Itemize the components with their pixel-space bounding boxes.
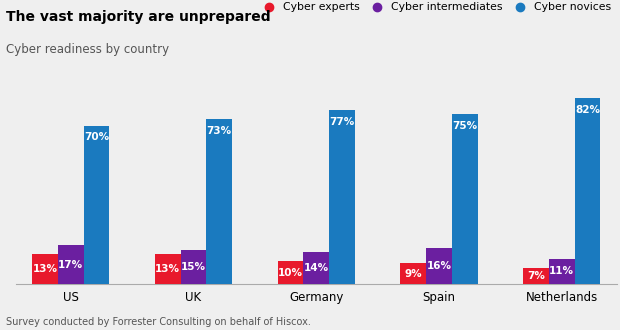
Text: 73%: 73% xyxy=(206,126,232,136)
Text: 10%: 10% xyxy=(278,268,303,278)
Bar xyxy=(303,252,329,284)
Text: The vast majority are unprepared: The vast majority are unprepared xyxy=(6,10,271,24)
Text: Survey conducted by Forrester Consulting on behalf of Hiscox.: Survey conducted by Forrester Consulting… xyxy=(6,317,311,327)
Bar xyxy=(401,263,426,284)
Bar xyxy=(549,259,575,284)
Text: 75%: 75% xyxy=(452,121,477,131)
Text: 9%: 9% xyxy=(404,269,422,279)
Legend: Cyber experts, Cyber intermediates, Cyber novices: Cyber experts, Cyber intermediates, Cybe… xyxy=(259,2,611,12)
Text: 13%: 13% xyxy=(32,264,58,274)
Text: 15%: 15% xyxy=(181,262,206,272)
Bar xyxy=(426,248,452,284)
Bar xyxy=(58,246,84,284)
Text: Cyber readiness by country: Cyber readiness by country xyxy=(6,43,169,56)
Text: 11%: 11% xyxy=(549,266,574,276)
Bar xyxy=(32,254,58,284)
Bar xyxy=(206,119,232,284)
Bar xyxy=(84,126,109,284)
Bar xyxy=(329,110,355,284)
Text: 16%: 16% xyxy=(427,261,451,271)
Bar xyxy=(278,261,303,284)
Text: 70%: 70% xyxy=(84,132,109,142)
Text: 82%: 82% xyxy=(575,105,600,115)
Bar xyxy=(452,114,477,284)
Text: 7%: 7% xyxy=(527,271,545,281)
Bar xyxy=(575,98,600,284)
Bar xyxy=(180,250,206,284)
Bar xyxy=(523,268,549,284)
Text: 13%: 13% xyxy=(155,264,180,274)
Text: 77%: 77% xyxy=(329,116,355,127)
Text: 17%: 17% xyxy=(58,260,83,270)
Text: 14%: 14% xyxy=(304,263,329,273)
Bar xyxy=(155,254,180,284)
